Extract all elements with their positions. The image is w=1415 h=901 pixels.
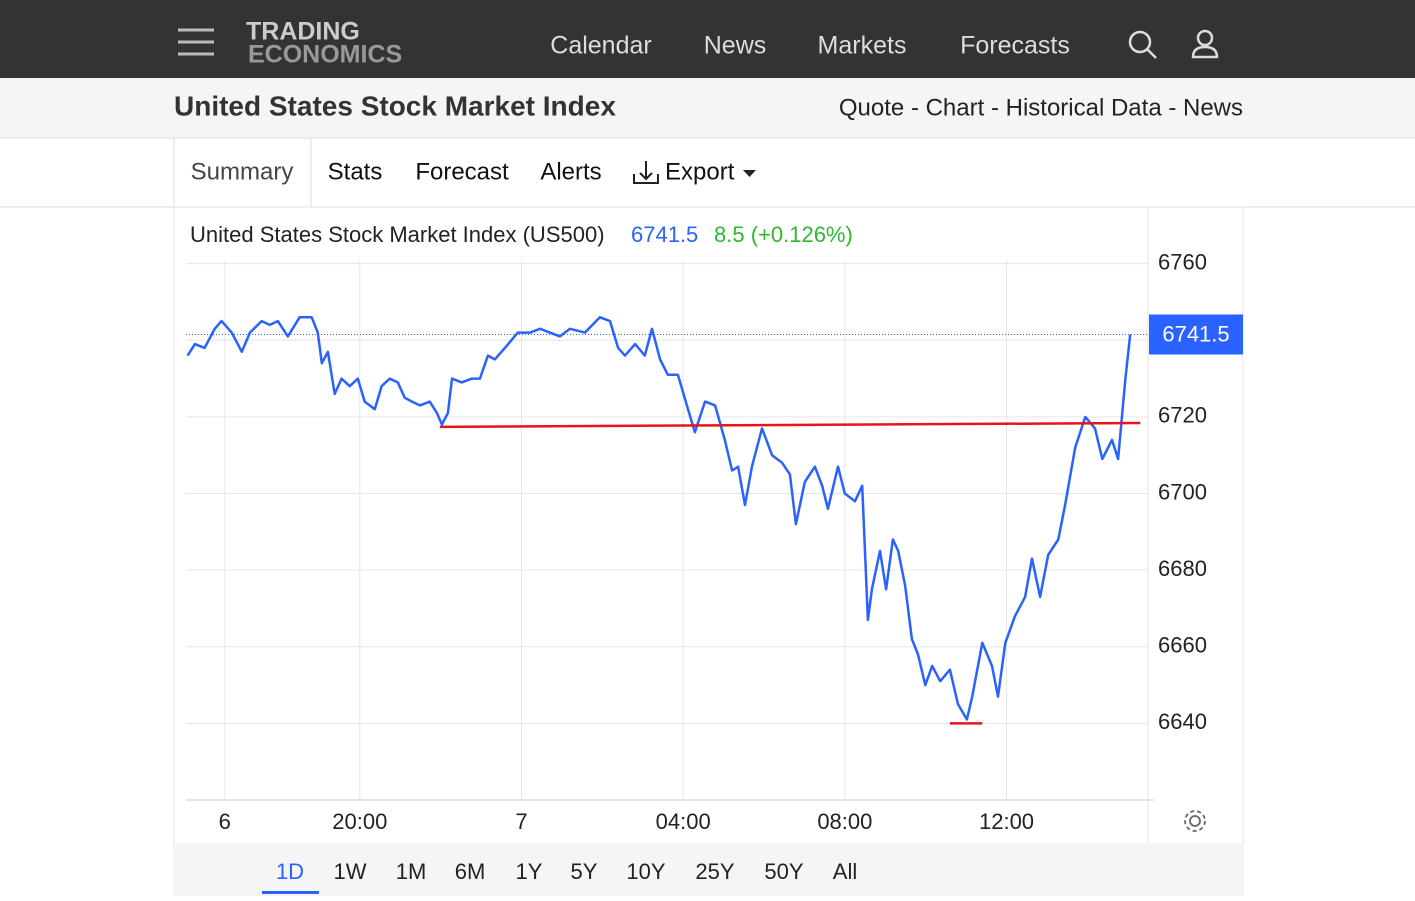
- export-icon[interactable]: [633, 161, 659, 184]
- nav-item[interactable]: Forecasts: [960, 32, 1070, 60]
- active-tab: [173, 137, 312, 207]
- range-underline: [262, 891, 319, 894]
- last-price: 6741.5: [631, 222, 698, 247]
- range-button[interactable]: 1M: [396, 859, 427, 884]
- price-badge: [1149, 314, 1243, 355]
- y-tick-label: 6700: [1158, 479, 1207, 504]
- header-links[interactable]: Quote - Chart - Historical Data - News: [839, 94, 1243, 121]
- chart-frame: [173, 206, 1244, 896]
- nav-item[interactable]: Calendar: [550, 32, 651, 60]
- y-tick-label: 6660: [1158, 633, 1207, 658]
- search-icon[interactable]: [1128, 30, 1157, 59]
- x-tick-label: 12:00: [979, 809, 1034, 834]
- y-tick-label: 6680: [1158, 556, 1207, 581]
- range-button[interactable]: 1W: [334, 859, 367, 884]
- y-tick-label: 6640: [1158, 709, 1207, 734]
- top-bar: [0, 0, 1415, 78]
- range-bar: [174, 843, 1243, 895]
- x-tick-label: 7: [515, 809, 527, 834]
- logo-top[interactable]: TRADING: [246, 18, 360, 46]
- trend-line: [439, 421, 1141, 429]
- x-tick-label: 08:00: [817, 809, 872, 834]
- nav-item[interactable]: Markets: [818, 32, 907, 60]
- range-button[interactable]: 1D: [276, 859, 304, 884]
- tab[interactable]: Stats: [328, 158, 383, 185]
- range-button[interactable]: 10Y: [626, 859, 665, 884]
- y-tick-label: 6760: [1158, 249, 1207, 274]
- x-tick-label: 20:00: [332, 809, 387, 834]
- page-title: United States Stock Market Index: [174, 90, 616, 121]
- price-badge-label: 6741.5: [1162, 321, 1229, 346]
- caret: [743, 170, 756, 177]
- range-button[interactable]: 50Y: [764, 859, 803, 884]
- y-tick-label: 6720: [1158, 403, 1207, 428]
- price-change: 8.5 (+0.126%): [714, 222, 853, 247]
- menu-icon[interactable]: [178, 28, 214, 56]
- user-icon[interactable]: [1191, 29, 1219, 59]
- x-tick-label: 04:00: [656, 809, 711, 834]
- x-tick-label: 6: [219, 809, 231, 834]
- range-button[interactable]: 5Y: [571, 859, 598, 884]
- chart-title: United States Stock Market Index (US500): [190, 222, 605, 247]
- range-button[interactable]: 6M: [455, 859, 486, 884]
- logo-bottom[interactable]: ECONOMICS: [248, 41, 402, 69]
- range-button[interactable]: 1Y: [516, 859, 543, 884]
- range-button[interactable]: All: [833, 859, 857, 884]
- nav-item[interactable]: News: [704, 32, 767, 60]
- settings-icon[interactable]: [1184, 810, 1206, 832]
- tab[interactable]: Alerts: [540, 158, 601, 185]
- tab[interactable]: Summary: [191, 158, 294, 185]
- range-button[interactable]: 25Y: [695, 859, 734, 884]
- tab[interactable]: Export: [665, 158, 735, 185]
- sub-header: [0, 78, 1415, 138]
- tab[interactable]: Forecast: [415, 158, 509, 185]
- price-line: [186, 316, 1132, 721]
